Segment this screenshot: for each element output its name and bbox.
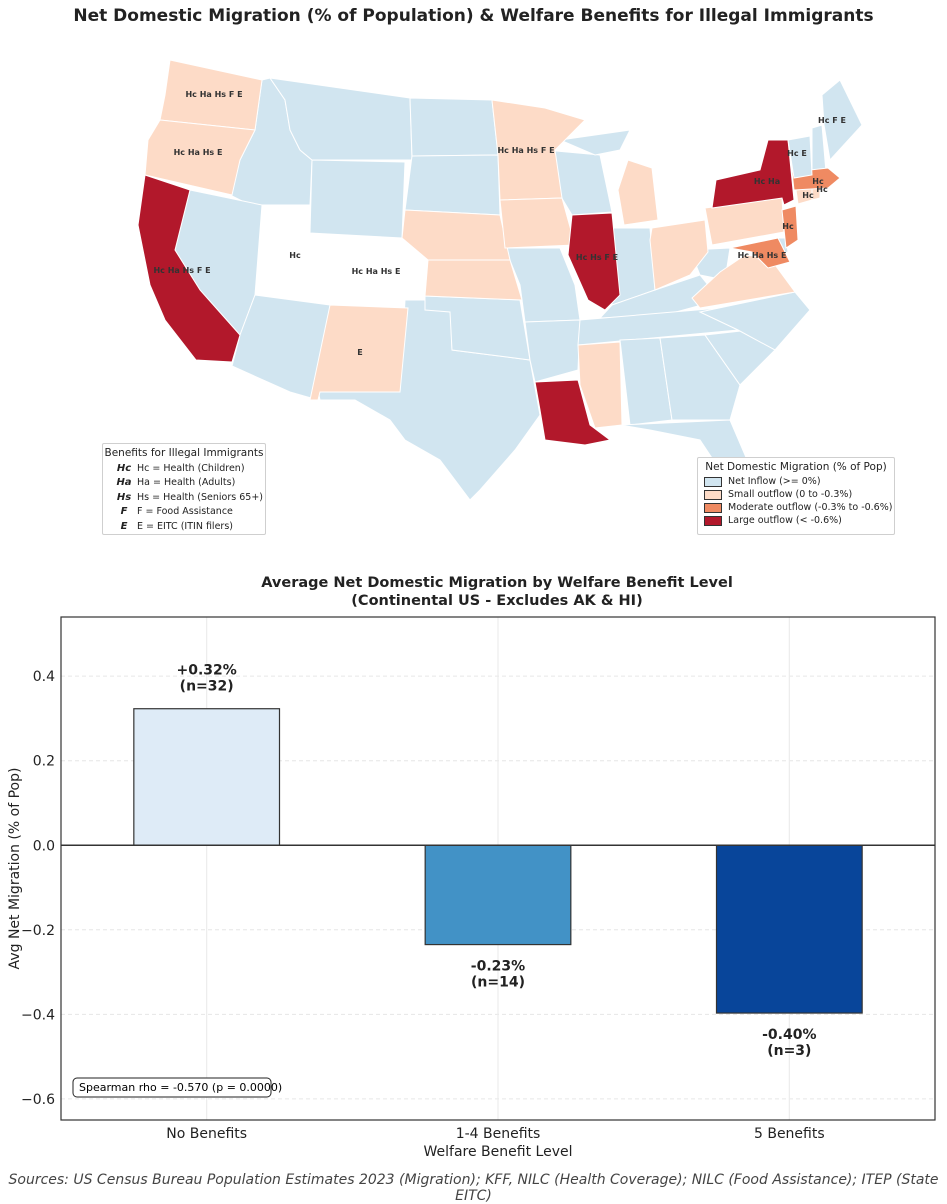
state-shapes [137,59,863,501]
bar-value-label: -0.40% [762,1027,816,1043]
state-mississippi [577,341,623,429]
chart-title: Average Net Domestic Migration by Welfar… [261,575,733,591]
spearman-annotation: Spearman rho = -0.570 (p = 0.0000) [72,1077,282,1098]
x-tick-label: 5 Benefits [754,1126,825,1142]
state-maryland [729,237,791,269]
state-north-dakota [409,97,499,157]
legend-swatch [704,489,722,500]
state-new-jersey [781,205,799,249]
state-georgia [659,334,741,421]
plot-frame [60,616,936,1121]
state-benefit-labels: Hc Ha Hs F E Hc Ha Hs E Hc Ha Hs F E Hc … [153,90,846,357]
bar-2 [715,844,863,1014]
chart-subtitle: (Continental US - Excludes AK & HI) [351,593,642,609]
state-michigan-up [558,129,631,156]
label-massachusetts: Hc [812,177,824,186]
bar-value-label: +0.32% [177,663,237,679]
x-tick-labels: No Benefits 1-4 Benefits 5 Benefits [166,1126,824,1142]
y-tick-label: −0.6 [21,1092,55,1108]
y-tick-label: 0.2 [33,754,55,770]
bar-1 [424,844,572,946]
bar-n-label: (n=14) [471,975,525,991]
state-michigan [617,159,659,226]
label-new-york: Hc Ha [754,177,780,186]
y-tick-labels: −0.6 −0.4 −0.2 0.0 0.2 0.4 [21,669,55,1108]
label-oregon: Hc Ha Hs E [174,148,223,157]
state-illinois [567,212,621,311]
label-colorado: Hc Ha Hs E [352,267,401,276]
benefit-legend-item: Ha Ha = Health (Adults) [116,477,236,489]
state-south-dakota [404,154,501,216]
benefit-legend-item: Hs Hs = Health (Seniors 65+) [116,491,263,503]
annotation-text: Spearman rho = -0.570 (p = 0.0000) [79,1081,282,1094]
figure-title: Net Domestic Migration (% of Population)… [73,6,874,26]
label-minnesota: Hc Ha Hs F E [497,146,554,155]
migration-legend-item: Large outflow (< -0.6%) [698,514,894,527]
state-vermont [787,135,813,179]
y-tick-label: 0.4 [33,669,55,685]
benefit-legend-title: Benefits for Illegal Immigrants [104,447,264,459]
state-minnesota [491,99,586,201]
legend-swatch [704,502,722,513]
migration-legend-title: Net Domestic Migration (% of Pop) [705,461,887,473]
state-north-carolina [698,291,811,351]
x-tick-label: No Benefits [166,1126,247,1142]
migration-legend-item: Net Inflow (>= 0%) [698,475,894,488]
bar-0 [133,708,281,846]
label-illinois: Hc Hs F E [576,253,618,262]
state-new-hampshire [811,124,827,176]
state-nebraska [401,209,511,261]
label-washington: Hc Ha Hs F E [185,90,242,99]
state-new-mexico [309,304,409,401]
label-maryland: Hc Ha Hs E [738,251,787,260]
state-louisiana [534,379,612,446]
migration-legend: Net Domestic Migration (% of Pop) Net In… [697,457,895,535]
legend-swatch [704,515,722,526]
state-maine [821,79,863,162]
state-arkansas [524,319,581,383]
state-kansas [424,259,523,301]
benefit-legend-item: Hc Hc = Health (Children) [116,462,245,474]
y-axis-label: Avg Net Migration (% of Pop) [7,768,23,970]
label-connecticut: Hc [802,191,814,200]
migration-legend-item: Moderate outflow (-0.3% to -0.6%) [698,501,894,514]
bars [133,708,863,1014]
label-california: Hc Ha Hs F E [153,266,210,275]
legend-swatch [704,476,722,487]
state-oregon [144,119,256,196]
sources-footnote: Sources: US Census Bureau Population Est… [8,1172,939,1204]
us-map: Hc Ha Hs F E Hc Ha Hs E Hc Ha Hs F E Hc … [137,59,863,501]
migration-legend-item: Small outflow (0 to -0.3%) [698,488,894,501]
y-tick-label: 0.0 [33,838,55,854]
label-new-jersey: Hc [782,222,794,231]
x-axis-label: Welfare Benefit Level [424,1144,573,1160]
x-tick-label: 1-4 Benefits [456,1126,541,1142]
label-new-mexico: E [357,348,362,357]
bar-chart: Average Net Domestic Migration by Welfar… [7,575,936,1160]
state-iowa [499,197,576,249]
label-vermont: Hc E [787,149,807,158]
bar-n-label: (n=32) [180,679,234,695]
label-maine: Hc F E [818,116,846,125]
state-ohio [649,219,709,291]
benefit-legend: Benefits for Illegal Immigrants Hc Hc = H… [102,443,266,535]
state-wyoming [309,159,406,239]
y-tick-label: −0.4 [21,1007,55,1023]
y-tick-label: −0.2 [21,923,55,939]
state-new-york [711,139,795,209]
state-virginia [691,254,796,309]
annotation-box [72,1077,272,1098]
state-california [137,174,241,363]
label-rhode-island: Hc [816,185,828,194]
bar-n-label: (n=3) [767,1043,811,1059]
bar-value-label: -0.23% [471,959,525,975]
bar-value-labels: +0.32%(n=32) -0.23%(n=14) -0.40%(n=3) [177,663,817,1059]
label-utah: Hc [289,251,301,260]
